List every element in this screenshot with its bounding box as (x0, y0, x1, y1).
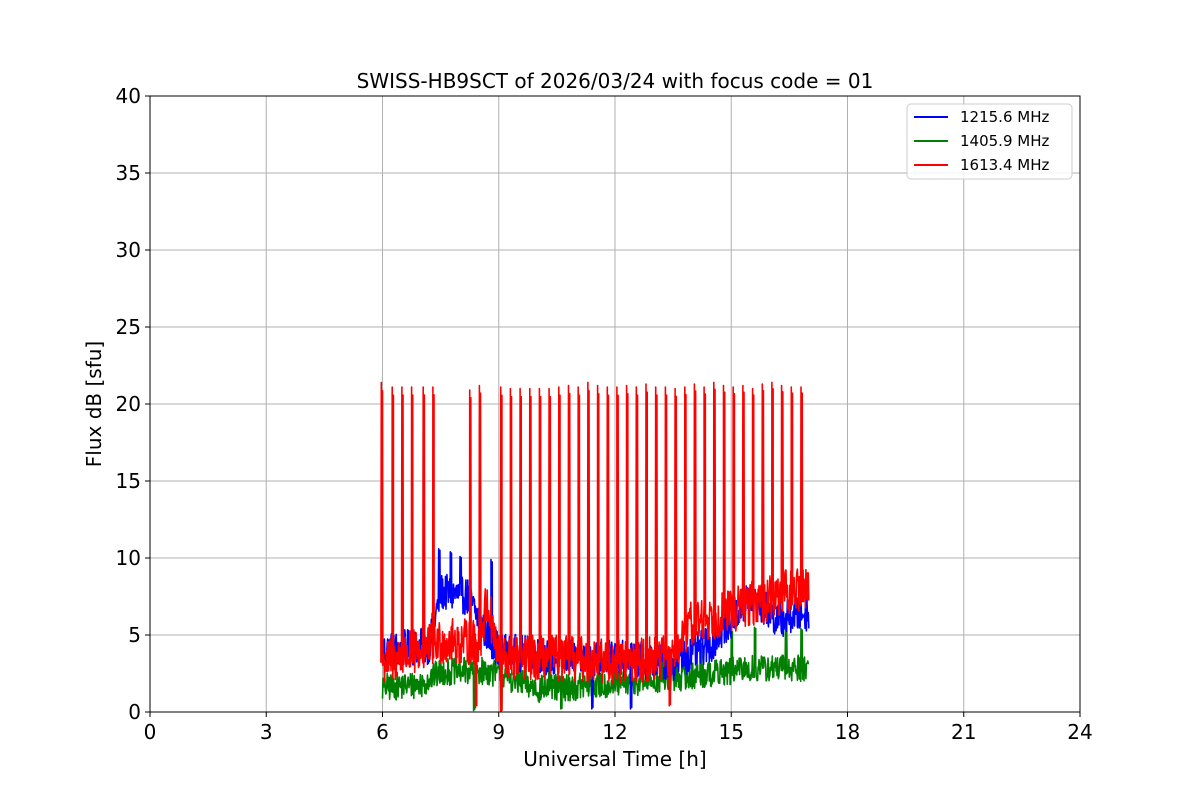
y-axis-label: Flux dB [sfu] (82, 341, 106, 467)
y-tick-label: 25 (116, 315, 141, 339)
x-tick-label: 18 (835, 720, 860, 744)
y-tick-label: 15 (116, 469, 141, 493)
legend: 1215.6 MHz 1405.9 MHz 1613.4 MHz (906, 103, 1073, 180)
y-tick-label: 0 (128, 700, 141, 724)
x-tick-label: 24 (1067, 720, 1092, 744)
x-tick-label: 21 (951, 720, 976, 744)
x-tick-label: 3 (260, 720, 273, 744)
x-tick-label: 0 (144, 720, 157, 744)
chart-title: SWISS-HB9SCT of 2026/03/24 with focus co… (357, 69, 874, 93)
y-tick-label: 40 (116, 84, 141, 108)
x-tick-label: 12 (602, 720, 627, 744)
y-tick-label: 10 (116, 546, 141, 570)
legend-label-1613: 1613.4 MHz (960, 156, 1049, 174)
x-tick-label: 9 (492, 720, 505, 744)
series-line-14059 (381, 625, 810, 712)
y-tick-label: 35 (116, 161, 141, 185)
plot-area (380, 381, 810, 712)
legend-box (906, 103, 1073, 180)
x-tick-label: 15 (719, 720, 744, 744)
series-line-16134 (380, 381, 810, 712)
y-tick-label: 20 (116, 392, 141, 416)
y-tick-label: 5 (128, 623, 141, 647)
legend-label-1215: 1215.6 MHz (960, 108, 1049, 126)
x-axis-label: Universal Time [h] (523, 747, 706, 771)
y-tick-label: 30 (116, 238, 141, 262)
y-axis-ticks: 0 5 10 15 20 25 30 35 40 (116, 84, 150, 724)
legend-label-1405: 1405.9 MHz (960, 132, 1049, 150)
x-tick-label: 6 (376, 720, 389, 744)
x-axis-ticks: 0 3 6 9 12 15 18 21 24 (144, 712, 1093, 744)
